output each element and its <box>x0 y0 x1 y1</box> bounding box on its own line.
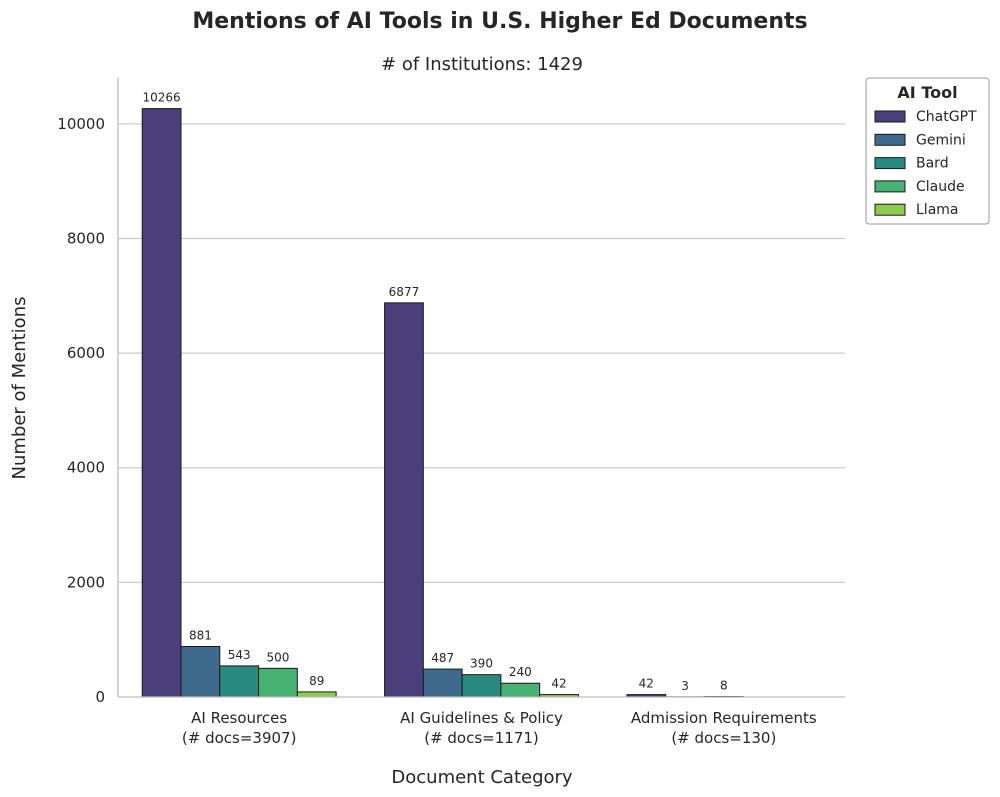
bar <box>422 668 463 698</box>
bar <box>461 674 502 698</box>
data-label: 42 <box>639 677 654 691</box>
bar <box>141 108 182 698</box>
data-label: 390 <box>470 657 493 671</box>
legend-swatch <box>874 180 906 193</box>
data-label: 543 <box>228 648 251 662</box>
bar <box>258 667 298 698</box>
legend-entry: Gemini <box>916 132 966 148</box>
x-tick-label: AI Guidelines & Policy <box>400 709 563 727</box>
chart-subtitle: # of Institutions: 1429 <box>381 54 583 75</box>
legend-entry: ChatGPT <box>916 109 977 125</box>
y-tick-label: 6000 <box>67 344 105 362</box>
x-tick-sublabel: (# docs=3907) <box>182 729 297 747</box>
legend-title: AI Tool <box>897 83 957 102</box>
bar <box>500 682 541 698</box>
bar <box>296 691 337 698</box>
x-axis-label: Document Category <box>391 767 573 788</box>
data-label: 500 <box>266 650 289 664</box>
data-label: 881 <box>189 629 212 643</box>
data-label: 89 <box>309 674 324 688</box>
data-label: 487 <box>431 651 454 665</box>
legend-entry: Bard <box>916 156 949 172</box>
y-tick-label: 8000 <box>67 229 105 247</box>
y-tick-label: 10000 <box>57 115 105 133</box>
legend: AI Tool ChatGPT Gemini Bard Claude Llama <box>865 77 990 225</box>
legend-swatch <box>874 157 906 170</box>
x-tick-label: Admission Requirements <box>631 709 817 727</box>
legend-swatch <box>874 110 906 123</box>
x-tick-sublabel: (# docs=130) <box>671 729 776 747</box>
data-label: 6877 <box>389 285 420 299</box>
gridlines <box>118 123 845 583</box>
data-label: 10266 <box>143 91 181 105</box>
y-tick-label: 4000 <box>67 459 105 477</box>
axes: 0 2000 4000 6000 8000 10000 AI Resources (# doc… <box>57 78 845 747</box>
x-tick-sublabel: (# docs=1171) <box>424 729 539 747</box>
y-axis-label: Number of Mentions <box>9 297 30 480</box>
legend-swatch <box>874 133 906 146</box>
bar <box>219 665 260 698</box>
y-tick-label: 0 <box>95 688 105 706</box>
bars <box>141 108 744 698</box>
x-tick-label: AI Resources <box>191 709 287 727</box>
data-labels: 10266 881 543 500 89 6877 487 390 240 42 42 3 8 <box>143 91 728 693</box>
legend-entry: Claude <box>916 179 965 195</box>
y-tick-label: 2000 <box>67 573 105 591</box>
bar <box>384 302 424 698</box>
data-label: 42 <box>551 677 566 691</box>
data-label: 240 <box>509 665 532 679</box>
legend-swatch <box>874 203 906 216</box>
chart-title: Mentions of AI Tools in U.S. Higher Ed D… <box>192 9 807 34</box>
data-label: 3 <box>681 679 689 693</box>
bar <box>180 646 221 698</box>
data-label: 8 <box>720 679 728 693</box>
legend-entry: Llama <box>916 202 959 218</box>
